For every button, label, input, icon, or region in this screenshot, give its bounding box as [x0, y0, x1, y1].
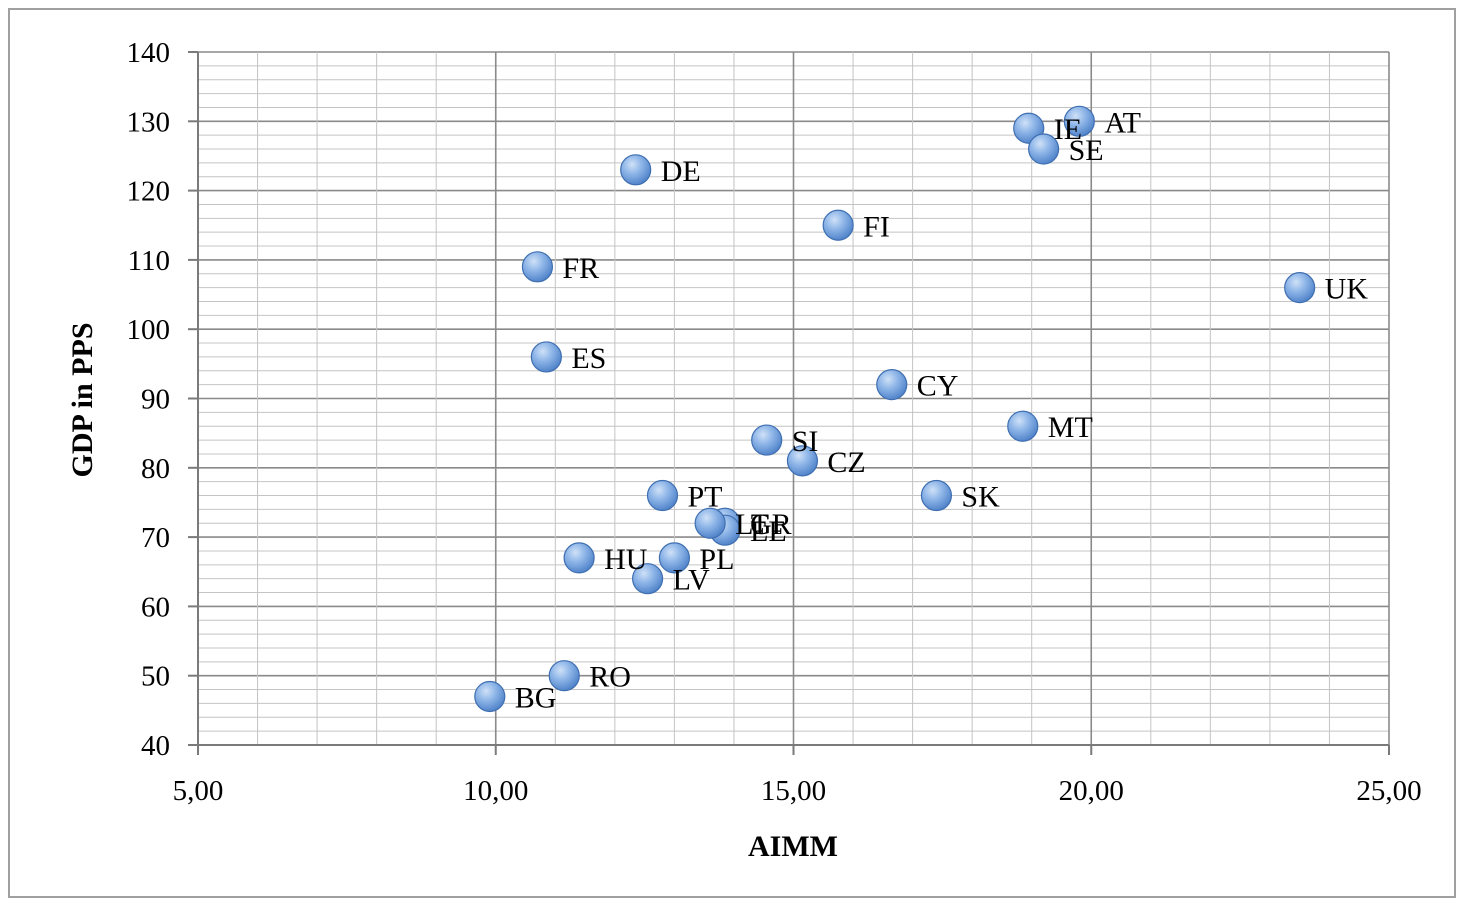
- data-point-label: ES: [571, 342, 606, 375]
- data-point-label: SI: [792, 425, 819, 458]
- data-point-label: BG: [515, 681, 557, 714]
- data-point: [646, 479, 679, 512]
- data-point: [876, 369, 908, 401]
- data-point-label: PL: [699, 543, 734, 576]
- data-point-label: SK: [961, 481, 1000, 514]
- y-axis-title: GDP in PPS: [66, 322, 99, 477]
- data-point: [694, 507, 726, 539]
- data-point: [658, 542, 691, 574]
- data-point: [822, 209, 854, 241]
- data-point: [620, 154, 652, 186]
- data-point: [530, 341, 562, 373]
- data-point: [1028, 133, 1060, 165]
- data-point-label: CZ: [827, 446, 865, 479]
- y-tick-label: 100: [127, 314, 171, 346]
- data-point-label: PT: [687, 481, 722, 514]
- data-point-label: RO: [589, 661, 631, 694]
- data-point-label: GR: [750, 508, 792, 541]
- data-point-label: EE: [750, 515, 787, 548]
- data-point-label: HU: [604, 543, 648, 576]
- y-tick-label: 70: [141, 522, 170, 554]
- y-tick-label: 40: [141, 730, 170, 762]
- x-tick-label: 10,00: [463, 775, 528, 807]
- data-point-label: DE: [661, 155, 701, 188]
- data-point-label: CY: [917, 370, 959, 403]
- data-point-label: LT: [735, 508, 769, 541]
- chart-frame: [8, 8, 1456, 898]
- x-axis-title: AIMM: [748, 830, 838, 863]
- data-point: [1284, 272, 1316, 304]
- y-tick-label: 130: [127, 106, 171, 138]
- y-tick-label: 110: [128, 245, 170, 277]
- data-point-label: FI: [863, 210, 890, 243]
- data-point: [548, 660, 580, 692]
- data-point-label: MT: [1048, 411, 1093, 444]
- data-point: [1007, 410, 1039, 442]
- x-tick-label: 15,00: [761, 775, 826, 807]
- data-point: [920, 479, 953, 512]
- plot-grid: [197, 51, 1390, 746]
- x-axis-ticks: 5,00 10,00 15,00 20,00 25,00: [173, 745, 1422, 807]
- data-point: [786, 445, 819, 477]
- data-point: [1063, 105, 1095, 137]
- data-point-label: FR: [562, 252, 599, 285]
- y-tick-label: 140: [127, 37, 171, 69]
- data-point: [521, 251, 554, 283]
- data-point-label: UK: [1325, 273, 1369, 306]
- y-tick-label: 90: [141, 384, 170, 416]
- y-tick-label: 60: [141, 591, 170, 623]
- x-tick-label: 20,00: [1059, 775, 1124, 807]
- data-point: [751, 424, 783, 456]
- y-tick-label: 80: [141, 453, 170, 485]
- y-axis-ticks: 40 50 60 70 80 90 100 110 120 130 140: [127, 37, 198, 762]
- data-point-label: AT: [1104, 106, 1141, 139]
- data-points: [474, 105, 1316, 713]
- x-tick-label: 25,00: [1356, 775, 1421, 807]
- data-point: [474, 680, 506, 713]
- x-tick-label: 5,00: [173, 775, 224, 807]
- data-point: [563, 542, 595, 574]
- data-point-label: IE: [1054, 113, 1082, 146]
- data-point: [632, 563, 664, 595]
- y-tick-label: 50: [141, 661, 170, 693]
- data-point-label: SE: [1069, 134, 1104, 167]
- data-point-label: LV: [673, 564, 711, 597]
- y-tick-label: 120: [127, 176, 171, 208]
